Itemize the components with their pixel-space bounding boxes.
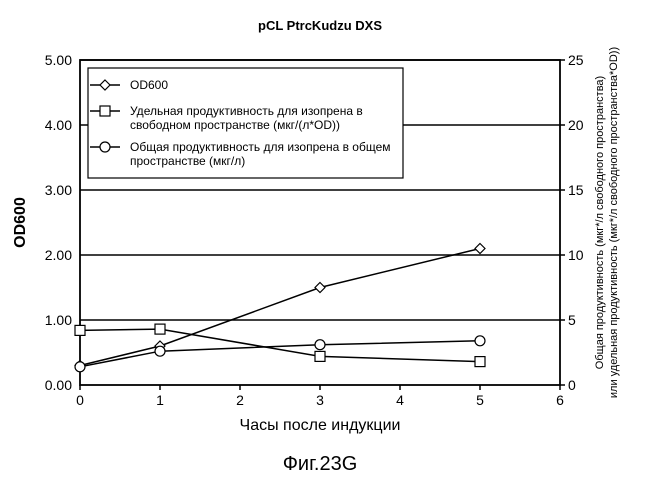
y-right-tick: 5 [568, 312, 576, 328]
data-marker [75, 325, 85, 335]
figure-caption: Фиг.23G [283, 453, 358, 475]
y-right-tick: 0 [568, 377, 576, 393]
y-right-tick: 20 [568, 117, 584, 133]
series-line [80, 329, 480, 362]
y-right-tick: 25 [568, 52, 584, 68]
legend-label: OD600 [130, 78, 168, 92]
x-tick: 2 [236, 392, 244, 408]
legend-label: Общая продуктивность для изопрена в обще… [130, 140, 391, 154]
data-marker [315, 351, 325, 361]
data-marker [475, 244, 485, 254]
line-chart: pCL PtrcKudzu DXS 0.00 1.00 2.00 3.00 4.00 5.0… [0, 0, 657, 500]
series-line [80, 249, 480, 366]
legend-marker [100, 106, 110, 116]
data-marker [75, 362, 85, 372]
x-tick: 1 [156, 392, 164, 408]
x-tick: 0 [76, 392, 84, 408]
legend-label: свободном пространстве (мкг/(л*OD)) [130, 118, 340, 132]
x-tick: 4 [396, 392, 404, 408]
legend-marker [100, 142, 110, 152]
y-right-tick: 10 [568, 247, 584, 263]
data-marker [155, 346, 165, 356]
x-tick: 3 [316, 392, 324, 408]
series-line [80, 341, 480, 367]
y-right-label: Общая продуктивность (мкг*/л свободного … [594, 47, 620, 398]
svg-text:Общая продуктивность (мкг*/л с: Общая продуктивность (мкг*/л свободного … [594, 76, 606, 369]
data-marker [315, 340, 325, 350]
y-left-tick: 2.00 [45, 247, 72, 263]
svg-text:или удельная продуктивность (м: или удельная продуктивность (мкг*/л своб… [608, 47, 620, 398]
data-marker [155, 324, 165, 334]
y-left-tick: 5.00 [45, 52, 72, 68]
y-left-tick: 3.00 [45, 182, 72, 198]
legend-label: Удельная продуктивность для изопрена в [130, 104, 363, 118]
chart-title: pCL PtrcKudzu DXS [258, 18, 382, 33]
data-marker [475, 357, 485, 367]
y-right-tick: 15 [568, 182, 584, 198]
data-marker [475, 336, 485, 346]
legend-label: пространстве (мкг/л) [130, 154, 245, 168]
data-marker [315, 283, 325, 293]
y-left-tick: 0.00 [45, 377, 72, 393]
y-left-label: OD600 [12, 197, 29, 248]
y-left-tick: 4.00 [45, 117, 72, 133]
x-axis-label: Часы после индукции [240, 417, 401, 434]
x-tick: 6 [556, 392, 564, 408]
y-left-tick: 1.00 [45, 312, 72, 328]
x-tick: 5 [476, 392, 484, 408]
